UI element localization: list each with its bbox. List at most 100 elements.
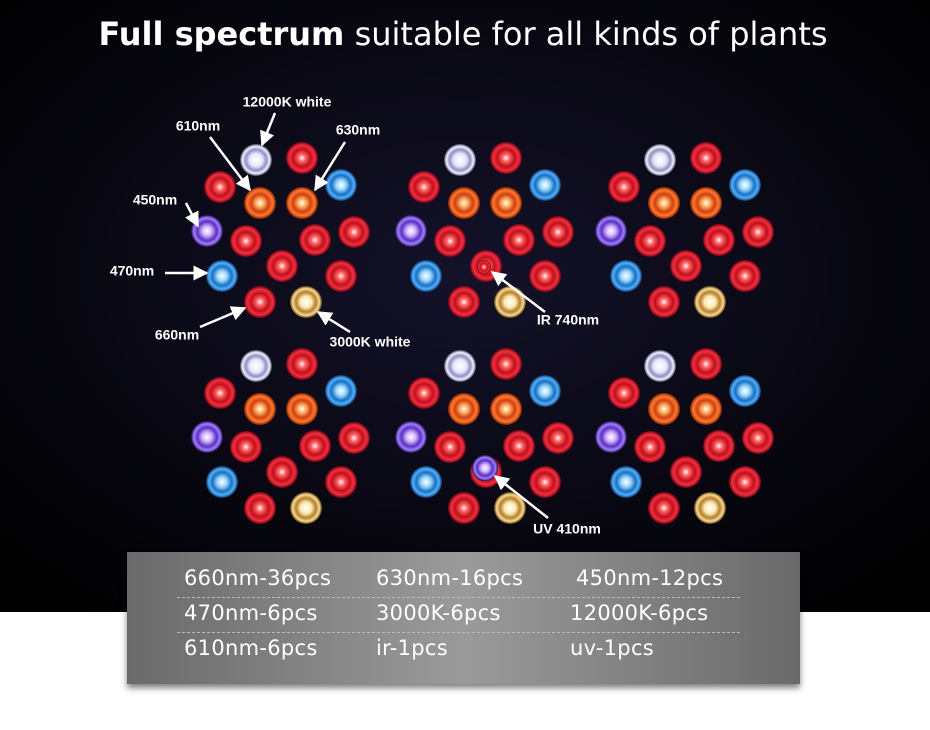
- led: [634, 225, 666, 257]
- led: [670, 456, 702, 488]
- led: [644, 144, 676, 176]
- led: [244, 286, 276, 318]
- led: [690, 348, 722, 380]
- title: Full spectrum suitable for all kinds of …: [98, 15, 827, 53]
- led: [408, 377, 440, 409]
- led: [434, 431, 466, 463]
- table-cell: 3000K-6pcs: [376, 601, 501, 625]
- led: [542, 422, 574, 454]
- led: [338, 216, 370, 248]
- led: [472, 455, 498, 481]
- table-cell: 470nm-6pcs: [184, 601, 318, 625]
- led: [477, 260, 491, 274]
- led: [286, 348, 318, 380]
- led: [742, 422, 774, 454]
- led-array: [191, 142, 774, 524]
- annotation: 610nm: [176, 118, 220, 134]
- annotation: IR 740nm: [537, 312, 599, 328]
- led: [690, 187, 722, 219]
- table-cell: 12000K-6pcs: [570, 601, 709, 625]
- led: [644, 350, 676, 382]
- led: [529, 260, 561, 292]
- led: [595, 215, 627, 247]
- led: [395, 215, 427, 247]
- led: [610, 260, 642, 292]
- led: [204, 171, 236, 203]
- annotation: 12000K white: [243, 94, 332, 110]
- led: [529, 169, 561, 201]
- led: [634, 431, 666, 463]
- led: [434, 225, 466, 257]
- led: [448, 187, 480, 219]
- led: [206, 466, 238, 498]
- arrow: [199, 306, 247, 329]
- led: [444, 144, 476, 176]
- annotation: 660nm: [155, 327, 199, 343]
- led: [325, 466, 357, 498]
- table-cell: 610nm-6pcs: [184, 636, 318, 660]
- arrows: [165, 112, 549, 519]
- led: [290, 492, 322, 524]
- led: [395, 421, 427, 453]
- annotation: 450nm: [133, 192, 177, 208]
- led: [448, 286, 480, 318]
- led: [244, 187, 276, 219]
- led: [240, 144, 272, 176]
- led: [490, 142, 522, 174]
- led: [729, 260, 761, 292]
- led: [490, 187, 522, 219]
- led: [244, 492, 276, 524]
- arrow: [490, 271, 546, 313]
- led: [290, 286, 322, 318]
- led: [703, 430, 735, 462]
- led: [410, 466, 442, 498]
- table-row: 470nm-6pcs 3000K-6pcs 12000K-6pcs: [127, 597, 800, 631]
- title-bold: Full spectrum: [98, 15, 344, 53]
- arrow: [493, 475, 549, 519]
- led: [448, 393, 480, 425]
- led: [503, 224, 535, 256]
- led: [448, 492, 480, 524]
- led: [608, 171, 640, 203]
- led: [191, 421, 223, 453]
- led: [444, 350, 476, 382]
- arrow: [260, 112, 277, 147]
- arrow: [316, 310, 351, 334]
- title-rest: suitable for all kinds of plants: [355, 15, 828, 53]
- led: [690, 393, 722, 425]
- led: [648, 492, 680, 524]
- led: [542, 216, 574, 248]
- led: [703, 224, 735, 256]
- led: [286, 187, 318, 219]
- led: [690, 142, 722, 174]
- annotation: 3000K white: [330, 334, 411, 350]
- led: [244, 393, 276, 425]
- table-cell: 450nm-12pcs: [576, 566, 724, 590]
- led: [595, 421, 627, 453]
- led: [729, 466, 761, 498]
- led: [490, 393, 522, 425]
- table-cell: 630nm-16pcs: [376, 566, 524, 590]
- led: [608, 377, 640, 409]
- separator: [177, 632, 740, 633]
- led: [325, 169, 357, 201]
- led: [529, 466, 561, 498]
- led: [742, 216, 774, 248]
- led: [648, 187, 680, 219]
- led: [729, 169, 761, 201]
- arrow: [184, 202, 200, 228]
- led: [670, 250, 702, 282]
- led: [286, 393, 318, 425]
- separator: [177, 597, 740, 598]
- led: [529, 375, 561, 407]
- led: [204, 377, 236, 409]
- led: [338, 422, 370, 454]
- led: [729, 375, 761, 407]
- led: [230, 225, 262, 257]
- table-cell: uv-1pcs: [570, 636, 655, 660]
- arrow: [313, 141, 347, 192]
- led: [648, 286, 680, 318]
- led: [610, 466, 642, 498]
